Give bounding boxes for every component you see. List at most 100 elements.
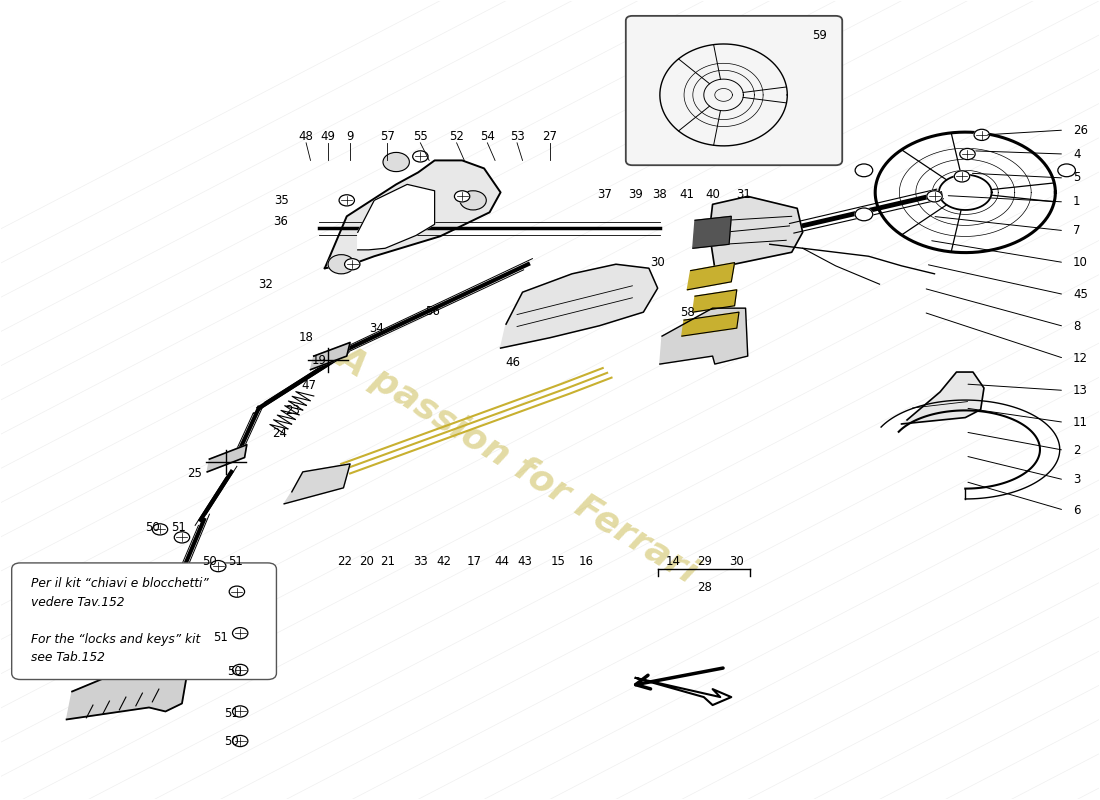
Text: 39: 39	[628, 188, 643, 202]
Text: 27: 27	[542, 130, 558, 143]
Polygon shape	[902, 372, 985, 424]
Text: 33: 33	[412, 555, 428, 568]
Text: 30: 30	[650, 256, 666, 269]
Text: 26: 26	[1072, 123, 1088, 137]
Polygon shape	[284, 464, 350, 504]
Text: 49: 49	[320, 130, 336, 143]
Text: 6: 6	[1072, 504, 1080, 517]
Text: 35: 35	[274, 194, 288, 207]
Text: 38: 38	[652, 188, 668, 202]
Circle shape	[152, 524, 167, 535]
Text: 51: 51	[213, 630, 228, 644]
Polygon shape	[207, 445, 246, 472]
Circle shape	[210, 561, 225, 572]
Polygon shape	[67, 667, 187, 719]
Circle shape	[232, 628, 248, 638]
Text: 11: 11	[1072, 416, 1088, 429]
Text: 45: 45	[1072, 288, 1088, 301]
Text: 31: 31	[736, 188, 751, 202]
Text: 50: 50	[202, 555, 217, 568]
Text: 47: 47	[301, 379, 316, 392]
Text: 16: 16	[579, 555, 594, 568]
Circle shape	[232, 664, 248, 675]
Circle shape	[927, 190, 943, 202]
Circle shape	[232, 735, 248, 746]
Text: 4: 4	[1072, 147, 1080, 161]
Text: 36: 36	[274, 215, 288, 229]
Text: 12: 12	[1072, 352, 1088, 365]
Text: 21: 21	[379, 555, 395, 568]
Text: 55: 55	[412, 130, 428, 143]
Circle shape	[344, 258, 360, 270]
Text: 51: 51	[229, 555, 243, 568]
Polygon shape	[688, 262, 735, 290]
Polygon shape	[310, 342, 350, 370]
Polygon shape	[682, 312, 739, 336]
Text: 37: 37	[597, 188, 613, 202]
Text: 5: 5	[1072, 171, 1080, 185]
Text: 51: 51	[172, 522, 186, 534]
Circle shape	[460, 190, 486, 210]
Text: 28: 28	[697, 581, 713, 594]
FancyBboxPatch shape	[12, 563, 276, 679]
Circle shape	[855, 164, 872, 177]
Text: 50: 50	[145, 522, 160, 534]
Text: 58: 58	[680, 306, 695, 318]
Circle shape	[1058, 164, 1076, 177]
Text: 15: 15	[550, 555, 565, 568]
Text: 46: 46	[505, 356, 520, 369]
Text: 23: 23	[285, 404, 299, 417]
Text: 34: 34	[368, 322, 384, 334]
Circle shape	[955, 170, 970, 182]
Polygon shape	[358, 184, 434, 250]
Text: 13: 13	[1072, 384, 1088, 397]
Text: 43: 43	[517, 555, 532, 568]
Text: 54: 54	[480, 130, 495, 143]
Polygon shape	[324, 161, 500, 268]
FancyBboxPatch shape	[626, 16, 843, 166]
Text: 3: 3	[1072, 474, 1080, 486]
Circle shape	[174, 532, 189, 543]
Text: 20: 20	[359, 555, 374, 568]
Text: 42: 42	[436, 555, 451, 568]
Text: 24: 24	[273, 427, 287, 440]
Text: 40: 40	[705, 188, 720, 202]
Text: 50: 50	[228, 665, 242, 678]
Polygon shape	[693, 290, 737, 312]
Text: 52: 52	[449, 130, 464, 143]
Text: 14: 14	[666, 555, 681, 568]
Circle shape	[232, 706, 248, 717]
Text: 18: 18	[299, 331, 314, 344]
Text: 53: 53	[509, 130, 525, 143]
Text: 10: 10	[1072, 256, 1088, 269]
Text: 8: 8	[1072, 320, 1080, 333]
Text: A passion for Ferrari: A passion for Ferrari	[331, 339, 703, 589]
Circle shape	[328, 254, 354, 274]
Polygon shape	[660, 308, 748, 364]
Text: 2: 2	[1072, 444, 1080, 457]
Circle shape	[383, 153, 409, 171]
Text: 7: 7	[1072, 224, 1080, 237]
Text: 25: 25	[187, 467, 201, 480]
Circle shape	[339, 194, 354, 206]
Text: 19: 19	[312, 354, 327, 367]
Text: 51: 51	[224, 706, 239, 719]
Text: 48: 48	[299, 130, 314, 143]
Text: Per il kit “chiavi e blocchetti”
vedere Tav.152

For the “locks and keys” kit
se: Per il kit “chiavi e blocchetti” vedere …	[32, 578, 209, 664]
Circle shape	[412, 151, 428, 162]
Polygon shape	[710, 196, 803, 268]
Text: 50: 50	[224, 735, 239, 748]
Polygon shape	[636, 678, 732, 705]
Text: 44: 44	[494, 555, 509, 568]
Text: 32: 32	[258, 278, 273, 290]
Text: 57: 57	[379, 130, 395, 143]
Text: 30: 30	[729, 555, 744, 568]
Text: 59: 59	[813, 30, 827, 42]
Circle shape	[975, 130, 989, 141]
Text: 17: 17	[466, 555, 482, 568]
Text: 9: 9	[346, 130, 354, 143]
Circle shape	[454, 190, 470, 202]
Circle shape	[855, 208, 872, 221]
Polygon shape	[500, 264, 658, 348]
Polygon shape	[174, 579, 213, 606]
